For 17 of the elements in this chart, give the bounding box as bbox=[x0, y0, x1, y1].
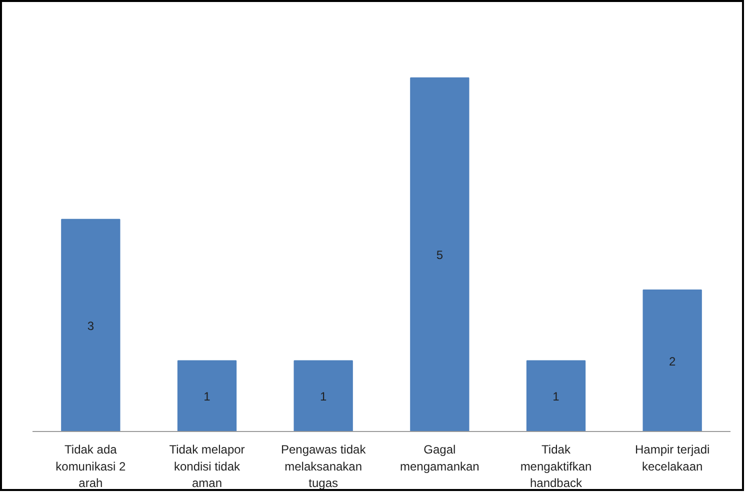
x-tick-label: Tidak ada komunikasi 2 arah bbox=[56, 442, 126, 490]
data-label: 1 bbox=[320, 390, 327, 404]
x-tick-label: Tidak mengaktifkan handback bbox=[520, 442, 592, 490]
bar bbox=[294, 360, 353, 432]
bar bbox=[526, 360, 586, 432]
data-label: 1 bbox=[552, 390, 560, 404]
bar bbox=[410, 77, 470, 432]
x-tick-label: Tidak melapor kondisi tidak aman bbox=[169, 442, 245, 490]
data-label: 1 bbox=[204, 390, 211, 404]
data-label: 5 bbox=[436, 248, 444, 262]
bar bbox=[642, 290, 702, 432]
data-label: 3 bbox=[87, 318, 94, 333]
bar bbox=[61, 218, 120, 432]
x-tick-label: Gagal mengamankan bbox=[400, 442, 480, 474]
x-tick-label: Hampir terjadi kecelakaan bbox=[634, 442, 710, 474]
data-label: 2 bbox=[668, 354, 676, 368]
bar bbox=[177, 360, 237, 432]
